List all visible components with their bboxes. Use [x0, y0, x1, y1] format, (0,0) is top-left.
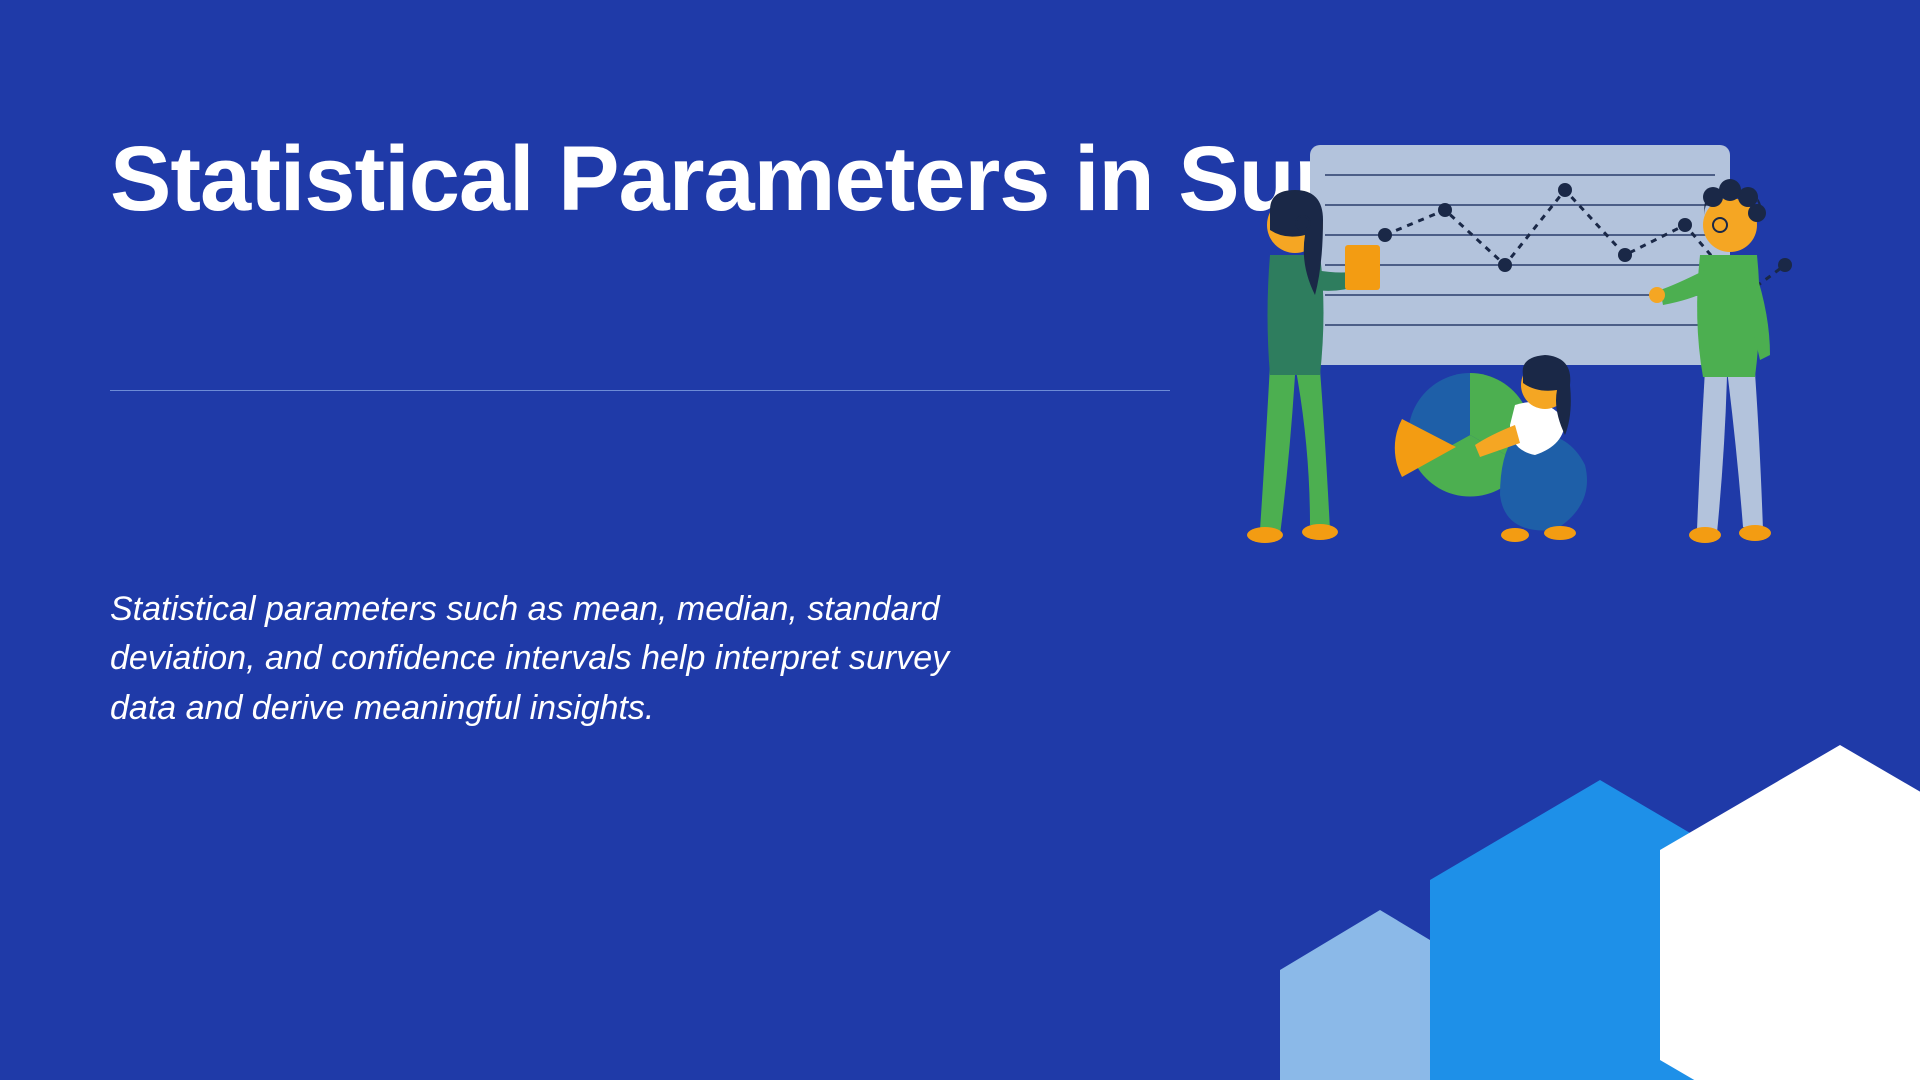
clipboard-icon — [1345, 245, 1380, 290]
decorative-hexagons — [1100, 620, 1920, 1080]
slide-subtitle: Statistical parameters such as mean, med… — [110, 585, 990, 733]
slide: Statistical Parameters in Survey Statist… — [0, 0, 1920, 1080]
title-divider — [110, 390, 1170, 391]
people-analytics-illustration — [1215, 135, 1805, 555]
hexagon-white — [1660, 745, 1920, 1080]
